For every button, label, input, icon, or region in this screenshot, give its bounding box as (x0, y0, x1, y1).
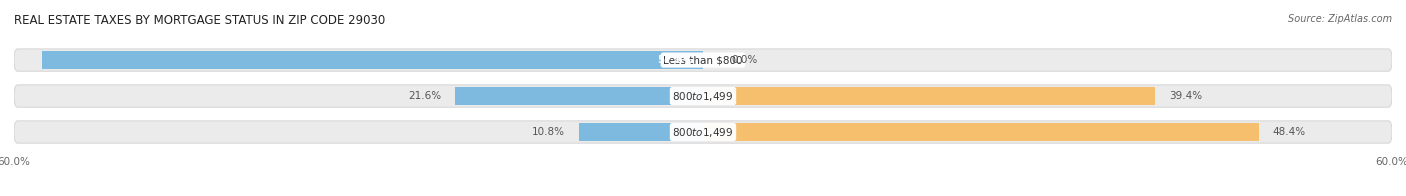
Text: REAL ESTATE TAXES BY MORTGAGE STATUS IN ZIP CODE 29030: REAL ESTATE TAXES BY MORTGAGE STATUS IN … (14, 14, 385, 27)
Bar (42, 51, 703, 69)
Text: 0.0%: 0.0% (731, 55, 758, 65)
Text: 10.8%: 10.8% (533, 127, 565, 137)
Text: $800 to $1,499: $800 to $1,499 (672, 125, 734, 139)
FancyBboxPatch shape (14, 121, 1392, 143)
Bar (579, 123, 703, 141)
FancyBboxPatch shape (14, 85, 1392, 107)
Text: Less than $800: Less than $800 (664, 55, 742, 65)
Text: 39.4%: 39.4% (1170, 91, 1202, 101)
Text: 48.4%: 48.4% (1272, 127, 1306, 137)
Text: $800 to $1,499: $800 to $1,499 (672, 90, 734, 103)
Text: 21.6%: 21.6% (408, 91, 441, 101)
Bar (703, 87, 1156, 105)
Text: 57.6%: 57.6% (657, 55, 693, 65)
FancyBboxPatch shape (14, 49, 1392, 71)
Text: Source: ZipAtlas.com: Source: ZipAtlas.com (1288, 14, 1392, 24)
Bar (456, 87, 703, 105)
Bar (703, 123, 1258, 141)
